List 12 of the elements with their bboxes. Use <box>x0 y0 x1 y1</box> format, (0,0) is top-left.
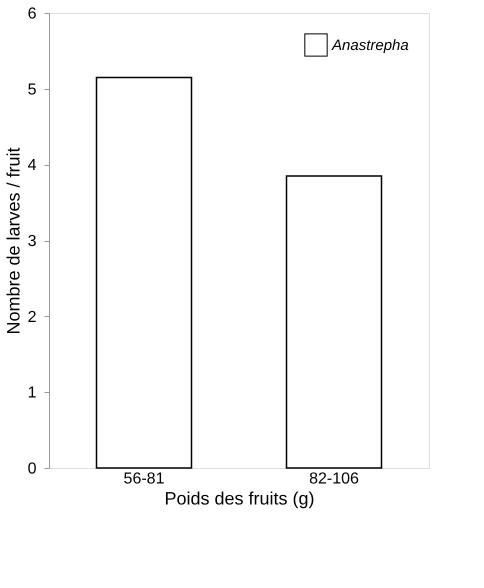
x-tick-label: 82-106 <box>309 470 360 488</box>
x-tick-label: 56-81 <box>124 470 165 488</box>
y-tick-label: 3 <box>28 233 37 250</box>
y-tick-label: 6 <box>28 6 37 22</box>
x-axis-title: Poids des fruits (g) <box>164 488 315 508</box>
y-tick-label: 0 <box>28 460 37 478</box>
y-axis-title: Nombre de larves / fruit <box>4 147 24 335</box>
y-tick-label: 5 <box>28 81 37 98</box>
legend-label: Anastrepha <box>331 37 409 54</box>
y-tick-label: 2 <box>28 308 37 326</box>
y-tick-label: 1 <box>28 384 37 402</box>
y-tick-label: 4 <box>28 157 37 174</box>
